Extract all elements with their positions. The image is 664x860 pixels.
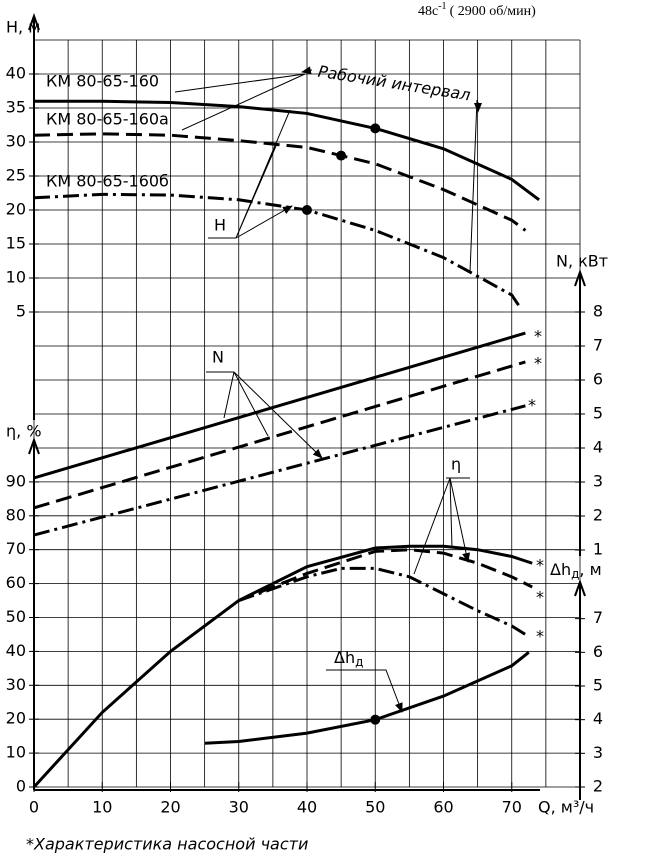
dh-sub: д [571, 567, 579, 581]
y-tick-label: 7 [593, 608, 603, 627]
asterisk: * [536, 588, 544, 607]
y-tick-label: 5 [16, 302, 26, 321]
asterisk: * [536, 556, 544, 575]
y-tick-label: 30 [6, 132, 26, 151]
interval-arrow [301, 66, 313, 75]
x-tick-label: 50 [365, 798, 385, 817]
operating-point [336, 150, 347, 161]
x-tick-label: 30 [229, 798, 249, 817]
asterisk: * [536, 627, 544, 646]
dh-arrow [326, 669, 403, 713]
y-tick-label: 6 [593, 642, 603, 661]
curve-label: КМ 80-65-160 [46, 72, 159, 91]
curve [33, 132, 527, 232]
eta-axis-label: η, % [6, 422, 42, 441]
y-tick-label: 1 [593, 540, 603, 559]
curve [238, 566, 527, 636]
dh-pointer: Δhд [334, 648, 363, 669]
speed-value: 48с [418, 4, 438, 19]
dh-sub: д [355, 655, 363, 669]
operating-point [370, 123, 381, 134]
operating-point [370, 714, 381, 725]
y-tick-label: 35 [6, 98, 26, 117]
y-tick-label: 2 [593, 777, 603, 796]
axis-arrows [28, 13, 586, 597]
curve [33, 331, 526, 480]
y-tick-label: 40 [6, 641, 26, 660]
y-tick-label: 50 [6, 607, 26, 626]
y-tick-label: 3 [593, 472, 603, 491]
dh-unit: , м [579, 560, 601, 579]
curve-label: КМ 80-65-160б [46, 172, 169, 191]
n-pointer: N [212, 348, 224, 367]
eta-arrows [413, 477, 468, 575]
h-axis-label: H, м [6, 18, 40, 37]
speed-exp: -1 [438, 1, 446, 12]
y-tick-label: 2 [593, 506, 603, 525]
leader-lines [174, 73, 306, 131]
y-tick-label: 15 [6, 234, 26, 253]
footnote: *Характеристика насосной части [26, 835, 308, 854]
y-tick-label: 60 [6, 573, 26, 592]
y-tick-label: 7 [593, 336, 603, 355]
x-tick-label: 60 [433, 798, 453, 817]
y-tick-label: 10 [6, 743, 26, 762]
asterisk: * [528, 396, 536, 415]
y-tick-label: 20 [6, 200, 26, 219]
asterisk: * [534, 327, 542, 346]
curve [32, 544, 533, 789]
curve [33, 360, 526, 510]
curve [204, 651, 530, 745]
y-tick-label: 5 [593, 676, 603, 695]
curve [33, 192, 520, 307]
y-tick-label: 5 [593, 404, 603, 423]
n-axis-label: N, кВт [556, 252, 608, 271]
curve [238, 548, 533, 602]
curve [34, 99, 540, 202]
y-tick-label: 40 [6, 64, 26, 83]
eta-pointer: η [451, 455, 461, 474]
y-tick-label: 70 [6, 539, 26, 558]
dh-axis-label: Δhд, м [550, 560, 602, 581]
dh-main: Δh [550, 560, 571, 579]
y-tick-label: 6 [593, 370, 603, 389]
curve-label: КМ 80-65-160а [46, 110, 169, 129]
h-arrows [235, 109, 292, 239]
x-tick-label: 40 [297, 798, 317, 817]
y-tick-label: 3 [593, 743, 603, 762]
y-tick-label: 4 [593, 709, 603, 728]
operating-point [302, 205, 312, 215]
y-tick-label: 4 [593, 438, 603, 457]
y-tick-label: 90 [6, 471, 26, 490]
y-tick-label: 0 [16, 777, 26, 796]
x-tick-label: 0 [29, 798, 39, 817]
speed-rpm: ( 2900 об/мин) [450, 4, 537, 19]
y-tick-label: 25 [6, 166, 26, 185]
dh-main: Δh [334, 648, 355, 667]
y-tick-label: 8 [593, 302, 603, 321]
y-tick-label: 80 [6, 505, 26, 524]
x-axis-label: Q, м³/ч [538, 798, 594, 817]
y-tick-label: 30 [6, 675, 26, 694]
speed-label: 48с-1 ( 2900 об/мин) [418, 1, 536, 19]
h-pointer: H [214, 216, 226, 235]
y-tick-label: 10 [6, 268, 26, 287]
curve [33, 404, 526, 537]
asterisk: * [534, 354, 542, 373]
x-tick-label: 70 [502, 798, 522, 817]
working-interval: Рабочий интервал [317, 62, 472, 105]
x-tick-label: 10 [92, 798, 112, 817]
interval-bound [469, 99, 478, 273]
x-tick-label: 20 [160, 798, 180, 817]
y-tick-label: 20 [6, 709, 26, 728]
n-arrows [223, 371, 322, 458]
